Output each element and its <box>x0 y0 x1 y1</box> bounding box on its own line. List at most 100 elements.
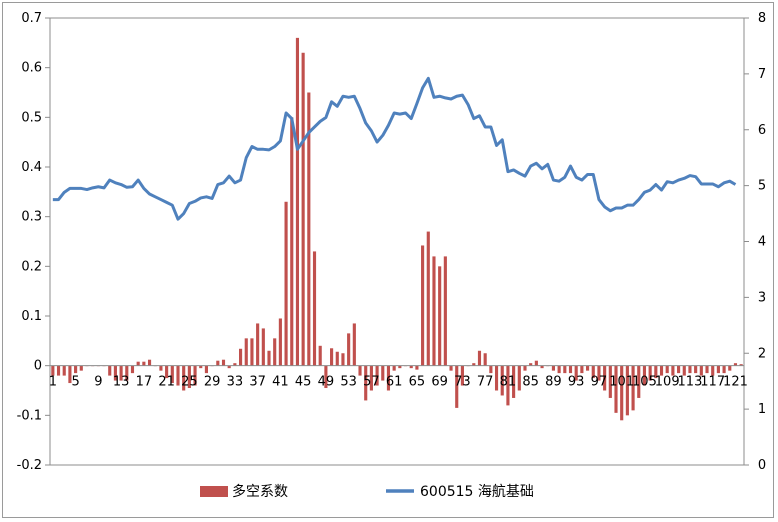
bar <box>603 365 607 391</box>
legend-label-bar: 多空系数 <box>232 483 288 500</box>
bar <box>62 365 66 376</box>
bar <box>563 365 567 374</box>
x-axis-tick-label: 45 <box>295 375 312 390</box>
bar <box>284 201 288 366</box>
bar <box>335 351 339 366</box>
bar <box>523 365 527 371</box>
bar <box>358 365 362 376</box>
x-axis-tick-label: 41 <box>272 375 289 390</box>
bar <box>113 365 117 381</box>
legend-label-line: 600515 海航基础 <box>420 483 534 500</box>
bar <box>620 365 624 421</box>
bar <box>648 365 652 381</box>
bar <box>500 365 504 396</box>
bar <box>159 365 163 371</box>
right-axis-tick-label: 2 <box>758 346 766 361</box>
bar <box>295 37 300 366</box>
bar <box>261 328 265 366</box>
bar <box>540 365 544 369</box>
bar <box>557 365 561 374</box>
bar <box>426 231 430 366</box>
bar <box>733 363 738 366</box>
bar <box>392 365 396 371</box>
bar <box>364 365 368 401</box>
x-axis-tick-label: 93 <box>568 375 585 390</box>
bar <box>108 365 112 376</box>
bar <box>130 365 135 374</box>
bar <box>534 360 538 366</box>
bar <box>460 365 464 386</box>
bar <box>506 365 510 406</box>
bar <box>68 365 72 384</box>
bar <box>574 365 578 381</box>
bar <box>432 256 436 366</box>
left-axis-tick-label: 0.5 <box>21 110 42 125</box>
x-axis-tick-label: 57 <box>363 375 380 390</box>
bar <box>739 364 743 366</box>
bar <box>244 338 248 366</box>
bar <box>381 365 385 381</box>
bar <box>136 361 140 366</box>
x-axis-tick-label: 69 <box>431 375 448 390</box>
bar <box>415 365 419 370</box>
x-axis-tick-label: 81 <box>500 375 517 390</box>
x-axis-tick-label: 89 <box>545 375 562 390</box>
series-line <box>52 76 737 221</box>
left-axis-tick-label: 0.7 <box>21 11 42 26</box>
left-axis-tick-label: 0.1 <box>21 309 42 324</box>
bar <box>722 365 726 374</box>
left-axis-tick-label: -0.1 <box>17 408 42 423</box>
right-axis-tick-label: 4 <box>758 235 766 250</box>
bar <box>529 363 533 366</box>
bar <box>267 350 271 366</box>
x-axis-tick-label: 49 <box>318 375 335 390</box>
left-axis-tick-label: 0.6 <box>21 61 42 76</box>
bar <box>176 365 180 386</box>
bar <box>165 365 169 379</box>
bar <box>449 365 453 371</box>
x-axis-tick-label: 73 <box>454 375 471 390</box>
left-axis-tick-label: 0 <box>34 359 42 374</box>
bar <box>187 365 191 389</box>
right-axis-tick-label: 3 <box>758 290 766 305</box>
x-axis-tick-label: 101 <box>609 375 634 390</box>
bar <box>517 365 521 391</box>
right-axis-tick-label: 0 <box>758 458 766 473</box>
bar <box>637 365 641 398</box>
axes <box>45 17 749 466</box>
x-axis-tick-label: 113 <box>678 375 703 390</box>
x-axis-tick-label: 29 <box>204 375 221 390</box>
bar <box>278 318 282 366</box>
bar <box>227 365 231 369</box>
bar <box>711 365 715 376</box>
legend: 多空系数 600515 海航基础 <box>200 483 534 500</box>
bar <box>472 363 476 366</box>
bar <box>568 365 573 374</box>
bar <box>193 365 197 386</box>
x-axis-tick-label: 77 <box>477 375 494 390</box>
legend-swatch-bar <box>200 486 228 497</box>
bar <box>591 365 595 379</box>
bar <box>699 365 703 376</box>
x-axis-tick-label: 25 <box>181 375 198 390</box>
bar <box>443 256 447 366</box>
left-axis-tick-label: 0.2 <box>21 259 42 274</box>
right-axis-tick-label: 5 <box>758 179 766 194</box>
bar <box>119 365 123 381</box>
bar <box>125 365 129 381</box>
x-axis-tick-label: 85 <box>522 375 539 390</box>
bar <box>324 365 328 389</box>
right-axis-tick-label: 7 <box>758 67 766 82</box>
x-axis-tick-label: 61 <box>386 375 403 390</box>
bar <box>147 359 152 366</box>
x-axis-tick-label: 109 <box>655 375 680 390</box>
bar <box>301 52 305 366</box>
left-axis-tick-label: -0.2 <box>17 458 42 473</box>
bar <box>694 365 698 374</box>
x-axis-tick-label: 37 <box>249 375 266 390</box>
bar <box>682 365 686 376</box>
bar <box>580 365 584 374</box>
bar <box>512 365 516 398</box>
bar <box>421 245 425 366</box>
bar <box>671 365 675 376</box>
